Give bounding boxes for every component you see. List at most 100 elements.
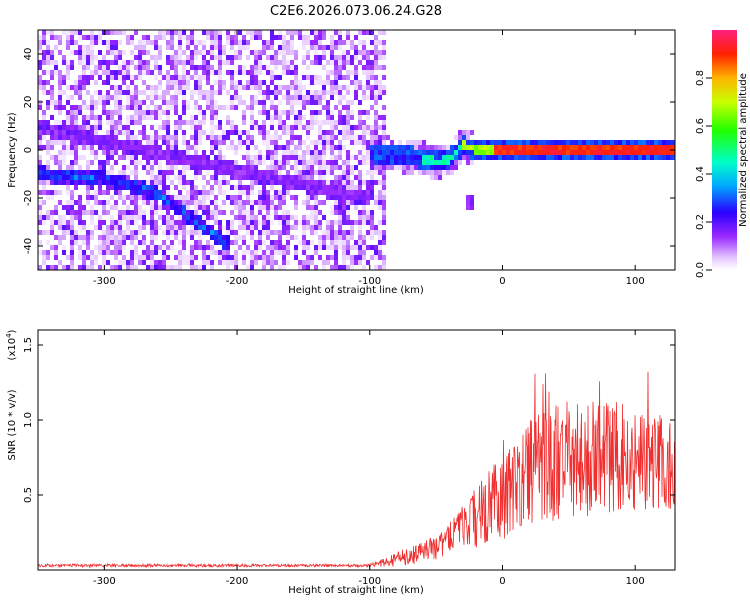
spectrogram-cell bbox=[162, 190, 166, 195]
spectrogram-cell bbox=[82, 55, 86, 60]
spectrogram-cell bbox=[310, 30, 314, 35]
spectrogram-cell bbox=[90, 60, 94, 65]
spectrogram-cell bbox=[222, 135, 226, 140]
spectrogram-cell bbox=[230, 105, 234, 110]
spectrogram-cell bbox=[138, 110, 142, 115]
spectrogram-cell bbox=[202, 230, 206, 235]
spectrogram-cell bbox=[102, 250, 106, 255]
spectrogram-cell bbox=[338, 235, 342, 240]
spectrogram-cell bbox=[374, 65, 378, 70]
spectrogram-cell bbox=[106, 170, 110, 175]
spectrogram-cell bbox=[522, 145, 526, 150]
spectrogram-cell bbox=[58, 165, 62, 170]
spectrogram-cell bbox=[186, 150, 190, 155]
spectrogram-cell bbox=[154, 210, 158, 215]
spectrogram-cell bbox=[358, 60, 362, 65]
spectrogram-cell bbox=[362, 30, 366, 35]
spectrogram-cell bbox=[334, 55, 338, 60]
spectrogram-cell bbox=[262, 90, 266, 95]
spectrogram-cell bbox=[342, 40, 346, 45]
spectrogram-cell bbox=[114, 180, 118, 185]
spectrogram-cell bbox=[270, 165, 274, 170]
spectrogram-cell bbox=[86, 145, 90, 150]
spectrogram-cell bbox=[254, 95, 258, 100]
spectrogram-cell bbox=[306, 190, 310, 195]
spectrogram-cell bbox=[98, 145, 102, 150]
spectrogram-cell bbox=[214, 195, 218, 200]
spectrogram-cell bbox=[374, 40, 378, 45]
spectrogram-cell bbox=[242, 130, 246, 135]
spectrogram-cell bbox=[218, 35, 222, 40]
spectrogram-cell bbox=[318, 130, 322, 135]
spectrogram-cell bbox=[314, 90, 318, 95]
spectrogram-cell bbox=[182, 85, 186, 90]
spectrogram-cell bbox=[630, 150, 634, 155]
spectrogram-cell bbox=[274, 65, 278, 70]
spectrogram-cell bbox=[146, 195, 150, 200]
spectrogram-cell bbox=[158, 195, 162, 200]
spectrogram-cell bbox=[202, 190, 206, 195]
spectrogram-cell bbox=[294, 220, 298, 225]
spectrogram-cell bbox=[210, 105, 214, 110]
spectrogram-cell bbox=[382, 220, 386, 225]
spectrogram-cell bbox=[338, 185, 342, 190]
spectrogram-cell bbox=[342, 185, 346, 190]
spectrogram-cell bbox=[198, 130, 202, 135]
spectrogram-cell bbox=[470, 140, 474, 145]
y-tick-label: 1.5 bbox=[23, 337, 34, 353]
spectrogram-cell bbox=[354, 240, 358, 245]
spectrogram-cell bbox=[302, 155, 306, 160]
spectrogram-cell bbox=[286, 180, 290, 185]
spectrogram-cell bbox=[130, 210, 134, 215]
spectrogram-cell bbox=[162, 170, 166, 175]
spectrogram-cell bbox=[346, 195, 350, 200]
spectrogram-cell bbox=[42, 85, 46, 90]
spectrogram-cell bbox=[358, 230, 362, 235]
spectrogram-cell bbox=[222, 45, 226, 50]
spectrogram-cell bbox=[158, 65, 162, 70]
spectrogram-cell bbox=[626, 150, 630, 155]
spectrogram-cell bbox=[322, 200, 326, 205]
spectrogram-cell bbox=[306, 125, 310, 130]
spectrogram-cell bbox=[346, 75, 350, 80]
spectrogram-cell bbox=[282, 185, 286, 190]
spectrogram-cell bbox=[82, 70, 86, 75]
spectrogram-cell bbox=[202, 200, 206, 205]
spectrogram-cell bbox=[58, 105, 62, 110]
spectrogram-cell bbox=[374, 250, 378, 255]
spectrogram-cell bbox=[306, 150, 310, 155]
spectrogram-cell bbox=[294, 245, 298, 250]
spectrogram-cell bbox=[290, 195, 294, 200]
spectrogram-cell bbox=[322, 180, 326, 185]
spectrogram-cell bbox=[362, 195, 366, 200]
spectrogram-cell bbox=[334, 185, 338, 190]
spectrogram-cell bbox=[374, 55, 378, 60]
spectrogram-cell bbox=[198, 265, 202, 270]
spectrogram-cell bbox=[114, 95, 118, 100]
spectrogram-cell bbox=[550, 150, 554, 155]
spectrogram-cell bbox=[62, 30, 66, 35]
spectrogram-cell bbox=[310, 260, 314, 265]
spectrogram-cell bbox=[426, 165, 430, 170]
spectrogram-cell bbox=[362, 215, 366, 220]
spectrogram-cell bbox=[114, 100, 118, 105]
spectrogram-cell bbox=[190, 55, 194, 60]
spectrogram-cell bbox=[146, 255, 150, 260]
spectrogram-cell bbox=[186, 195, 190, 200]
spectrogram-cell bbox=[46, 125, 50, 130]
spectrogram-cell bbox=[378, 255, 382, 260]
spectrogram-cell bbox=[306, 55, 310, 60]
spectrogram-cell bbox=[398, 155, 402, 160]
spectrogram-cell bbox=[378, 30, 382, 35]
spectrogram-cell bbox=[218, 240, 222, 245]
spectrogram-cell bbox=[86, 135, 90, 140]
spectrogram-cell bbox=[262, 80, 266, 85]
spectrogram-cell bbox=[210, 65, 214, 70]
snr-series-line bbox=[38, 371, 675, 569]
spectrogram-cell bbox=[106, 180, 110, 185]
spectrogram-cell bbox=[166, 185, 170, 190]
spectrogram-cell bbox=[186, 55, 190, 60]
spectrogram-cell bbox=[286, 90, 290, 95]
spectrogram-cell bbox=[62, 180, 66, 185]
